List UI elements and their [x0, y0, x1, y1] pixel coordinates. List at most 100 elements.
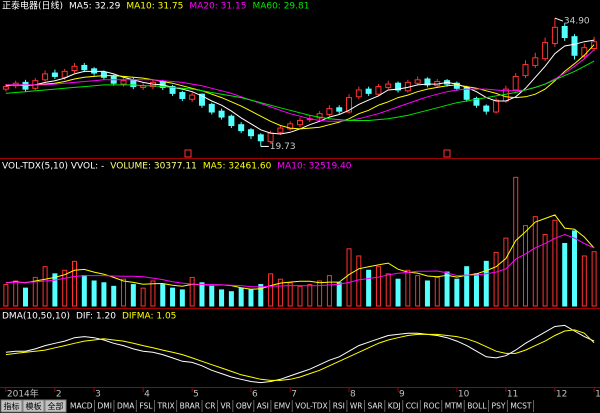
annotation: 19.73: [270, 142, 296, 152]
candle-body: [414, 79, 421, 84]
indicator-tab[interactable]: PSY: [492, 402, 506, 411]
legend-entry: MA5: 32.29: [69, 2, 121, 12]
indicator-tab[interactable]: VOL-TDX: [295, 402, 327, 411]
candle-body: [297, 119, 303, 126]
volume-bar: [307, 284, 313, 307]
indicator-line: [5, 60, 595, 121]
volume-bar: [297, 285, 303, 307]
volume-bar: [13, 280, 19, 307]
candle-body: [424, 78, 431, 86]
indicator-tab[interactable]: VR: [220, 402, 230, 411]
candle-body: [395, 82, 402, 91]
volume-bar: [111, 285, 117, 307]
volume-bar: [189, 276, 195, 307]
toolbar-button[interactable]: 全部: [48, 401, 64, 411]
volume-bar: [248, 289, 254, 307]
panel-title: DMA(10,50,10): [2, 312, 70, 322]
candle-body: [189, 94, 196, 100]
indicator-tab[interactable]: SAR: [368, 402, 383, 411]
volume-bar: [121, 278, 127, 307]
candle-body: [473, 97, 480, 106]
indicator-tab[interactable]: WR: [350, 402, 363, 411]
volume-bar: [317, 280, 323, 307]
volume-bar: [415, 275, 421, 307]
volume-bar: [366, 269, 372, 307]
volume-bar: [3, 284, 9, 307]
indicator-tab[interactable]: DMA: [117, 402, 135, 411]
candle-body: [375, 86, 382, 95]
indicator-tab[interactable]: BRAR: [180, 402, 200, 411]
candle-body: [169, 86, 176, 94]
x-tick-label: 2014年: [7, 388, 39, 400]
indicator-tab[interactable]: MTM: [445, 402, 463, 411]
volume-bar: [503, 237, 509, 307]
candle-body: [120, 80, 127, 85]
event-marker: [443, 149, 451, 158]
indicator-line: [5, 214, 595, 290]
annotation-pointer: [554, 17, 564, 22]
volume-bar: [228, 291, 234, 307]
volume-bar: [375, 266, 381, 307]
volume-bar: [493, 251, 499, 307]
candle-body: [316, 113, 323, 119]
toolbar-button-bg: [22, 399, 45, 413]
candle-body: [267, 132, 274, 143]
x-tick-label: 6: [252, 390, 258, 400]
legend-entry: VOLUME: 30377.11: [110, 162, 197, 172]
indicator-tab[interactable]: OBV: [236, 402, 253, 411]
candle-body: [208, 103, 215, 113]
candle-body: [51, 72, 58, 77]
candle-body: [2, 86, 9, 90]
candle-body: [532, 57, 539, 66]
x-tick-label: 5: [193, 390, 199, 400]
indicator-tab[interactable]: RSI: [333, 402, 345, 411]
candle-body: [346, 97, 353, 113]
volume-bar: [572, 230, 578, 307]
candle-body: [326, 108, 333, 116]
candle-body: [42, 73, 49, 81]
volume-bar: [238, 287, 244, 307]
indicator-tab[interactable]: FSL: [139, 402, 153, 411]
indicator-tab[interactable]: BOLL: [467, 402, 487, 411]
indicator-tab[interactable]: MACD: [70, 402, 93, 411]
indicator-tab[interactable]: EMV: [274, 402, 291, 411]
candle-body: [277, 127, 284, 133]
indicator-line: [5, 233, 595, 288]
volume-bar: [268, 273, 274, 307]
volume-bar: [552, 219, 558, 307]
indicator-tab[interactable]: DMI: [97, 402, 111, 411]
indicator-line: [5, 44, 595, 130]
candle-body: [542, 42, 549, 60]
volume-bar: [454, 278, 460, 307]
indicator-tab[interactable]: CCI: [406, 402, 419, 411]
volume-bar: [542, 234, 548, 307]
candle-body: [522, 64, 529, 77]
legend-entry: DIFMA: 1.05: [122, 312, 176, 322]
toolbar-button[interactable]: 模板: [26, 401, 42, 411]
candle-body: [257, 134, 264, 142]
indicator-tab[interactable]: MCST: [510, 402, 531, 411]
toolbar-button-bg: [0, 399, 23, 413]
volume-bar: [581, 255, 587, 307]
volume-bar: [483, 260, 489, 307]
candle-body: [179, 92, 186, 99]
volume-bar: [591, 251, 597, 307]
legend-entry: MA5: 32461.60: [203, 162, 272, 172]
volume-bar: [395, 278, 401, 307]
indicator-tab[interactable]: TRIX: [156, 402, 174, 411]
indicator-tab[interactable]: CR: [205, 402, 215, 411]
toolbar-button[interactable]: 指标: [4, 401, 20, 411]
x-tick-label: 12: [556, 390, 567, 400]
volume-bar: [101, 282, 107, 307]
indicator-tab[interactable]: ROC: [423, 402, 439, 411]
volume-bar: [258, 284, 264, 307]
indicator-tab[interactable]: ASI: [257, 402, 269, 411]
volume-bar: [42, 266, 48, 307]
indicator-tab[interactable]: KDJ: [388, 402, 401, 411]
volume-bar: [209, 285, 215, 307]
indicator-line: [5, 329, 595, 381]
x-tick-label: 9: [399, 390, 405, 400]
indicator-line: [5, 324, 595, 384]
